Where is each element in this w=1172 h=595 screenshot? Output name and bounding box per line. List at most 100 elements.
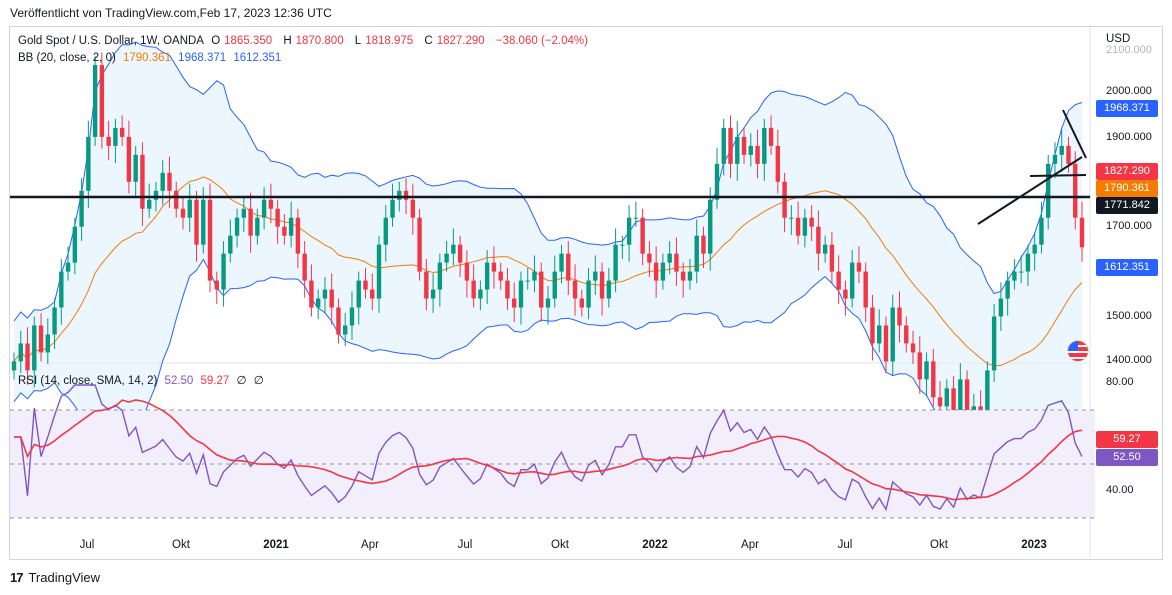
bb-fill-area: [14, 42, 1082, 493]
candle-body: [775, 145, 781, 182]
candle-body: [735, 136, 740, 164]
candle-body: [397, 190, 402, 200]
time-tick-label: 2021: [263, 539, 289, 551]
candle-body: [322, 289, 328, 299]
candle-body: [748, 145, 753, 155]
candle-body: [343, 325, 348, 335]
candle-body: [1059, 145, 1064, 155]
na-icon-1: ∅: [236, 375, 247, 387]
high-label: H 1870.800: [283, 35, 344, 47]
candle-body: [532, 271, 537, 281]
candle-body: [1012, 271, 1017, 281]
candle-body: [11, 361, 17, 371]
candle-body: [1018, 271, 1024, 273]
candle-body: [701, 235, 706, 254]
candle-body: [106, 136, 111, 146]
candle-body: [572, 280, 578, 299]
candle-body: [261, 199, 267, 218]
change-value: −38.060 (−2.04%): [495, 35, 588, 47]
candle-body: [566, 253, 571, 281]
price-tick: 2100.000: [1106, 44, 1152, 56]
candle-body: [708, 199, 713, 254]
candle-body: [349, 307, 355, 326]
time-tick-label: Okt: [930, 539, 948, 551]
candle-body: [998, 298, 1004, 317]
candle-body: [464, 262, 470, 281]
candle-body: [268, 199, 274, 209]
candle-body: [59, 271, 64, 308]
candle-body: [829, 244, 835, 272]
bb-mid-line: [13, 176, 1083, 367]
candle-body: [653, 262, 659, 281]
footer: 17 TradingView: [10, 570, 100, 585]
candle-body: [897, 307, 902, 326]
candle-body: [674, 253, 679, 272]
candle-body: [113, 127, 118, 146]
candle-body: [248, 208, 253, 236]
support-line-badge: 1771.842: [1096, 197, 1158, 214]
upper-band-badge: 1968.371: [1096, 100, 1158, 117]
candle-body: [437, 262, 443, 290]
candle-body: [951, 388, 956, 416]
candle-body: [140, 154, 145, 209]
rsi-value: 52.50: [164, 375, 194, 387]
candle-body: [329, 289, 334, 308]
bb-label: BB (20, close, 2, 0): [18, 52, 116, 64]
time-tick-label: Jul: [79, 539, 95, 551]
candle-body: [552, 271, 557, 299]
close-price-badge: 1827.290: [1096, 163, 1158, 180]
candle-body: [525, 280, 530, 282]
candle-body: [471, 280, 476, 299]
candle-body: [430, 289, 436, 299]
candle-body: [755, 145, 760, 164]
candle-body: [38, 325, 44, 353]
candle-body: [1046, 163, 1051, 218]
candle-body: [146, 199, 152, 209]
candle-body: [910, 343, 916, 353]
candle-body: [403, 190, 409, 200]
tradingview-logo-icon: 17: [10, 570, 24, 585]
candle-body: [1005, 280, 1010, 299]
candle-body: [856, 262, 862, 272]
candle-body: [167, 172, 172, 191]
candle-body: [336, 307, 341, 335]
candle-body: [924, 361, 929, 380]
candle-body: [1066, 145, 1071, 164]
na-icon-2: ∅: [253, 375, 264, 387]
price-tick: 1900.000: [1106, 131, 1152, 143]
candle-body: [228, 235, 233, 254]
candle-body: [721, 127, 726, 164]
high-value: 1870.800: [295, 35, 344, 47]
candle-body: [275, 208, 280, 227]
candle-body: [376, 244, 382, 299]
candle-body: [153, 190, 159, 200]
bb-lower-value: 1612.351: [233, 52, 282, 64]
candle-body: [1039, 217, 1044, 245]
candle-body: [579, 298, 584, 308]
candle-body: [363, 280, 368, 290]
candle-body: [667, 253, 672, 263]
candle-body: [65, 262, 71, 272]
candle-body: [221, 253, 226, 290]
candle-body: [694, 235, 699, 272]
time-tick-label: Apr: [361, 539, 379, 551]
candle-body: [234, 217, 240, 236]
symbol-legend: Gold Spot / U.S. Dollar, 1W, OANDA O 1865…: [18, 35, 592, 47]
time-tick-label: Okt: [172, 539, 190, 551]
candle-body: [207, 199, 213, 281]
candle-body: [877, 325, 882, 344]
candle-body: [478, 289, 483, 299]
candle-body: [92, 65, 98, 137]
candle-body: [559, 253, 564, 272]
rsi-sma-value: 59.27: [200, 375, 230, 387]
candle-body: [890, 307, 895, 362]
candle-body: [25, 343, 30, 371]
candle-body: [491, 262, 497, 272]
time-tick-label: Jul: [457, 539, 473, 551]
candle-body: [1073, 163, 1078, 218]
us-flag-icon[interactable]: [1067, 340, 1089, 362]
candle-body: [444, 253, 449, 263]
candle-body: [214, 280, 219, 290]
lower-band-badge: 1612.351: [1096, 259, 1158, 276]
